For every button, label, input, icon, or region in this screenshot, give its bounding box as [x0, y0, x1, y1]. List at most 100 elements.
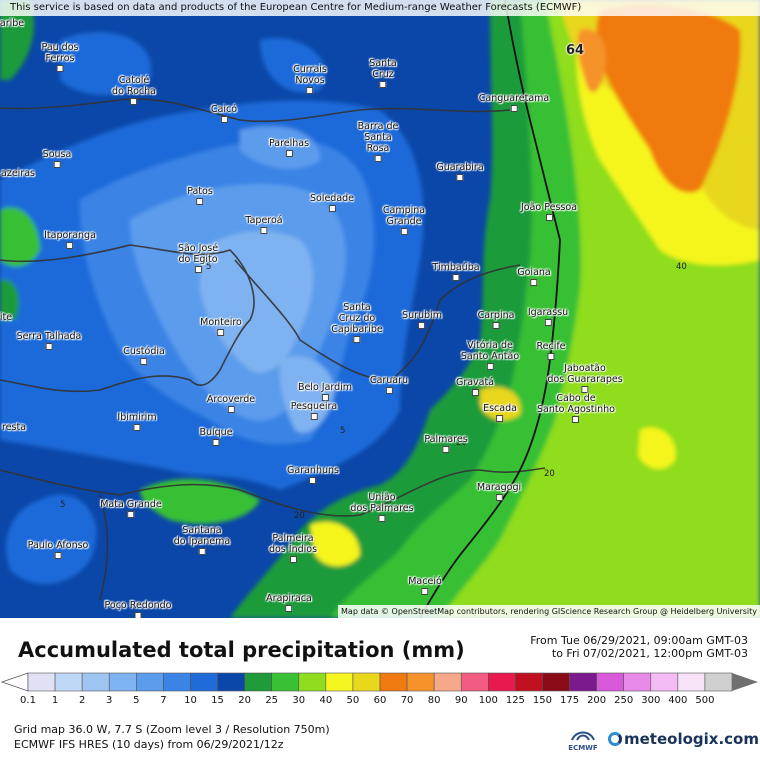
city-label: Gravatá	[456, 377, 494, 396]
city-marker	[133, 424, 141, 431]
scale-tick-label: 80	[427, 695, 441, 706]
city-label: Carpina	[477, 310, 515, 329]
city-name: Santana do Ipanema	[173, 525, 231, 547]
city-marker	[194, 266, 202, 273]
city-label: Mata Grande	[100, 499, 162, 518]
city-name: Sousa	[42, 149, 72, 160]
city-marker	[456, 174, 464, 181]
city-marker	[196, 198, 204, 205]
city-name: São José do Egito	[177, 243, 219, 265]
city-marker	[45, 343, 53, 350]
city-label: Ibimirim	[117, 412, 157, 431]
map-credit: Map data © OpenStreetMap contributors, r…	[338, 605, 760, 618]
city-name: Monteiro	[200, 317, 242, 328]
scale-swatch	[569, 672, 597, 692]
city-marker	[496, 415, 504, 422]
city-marker	[217, 329, 225, 336]
city-marker	[321, 394, 329, 401]
city-name: Garanhuns	[287, 465, 339, 476]
scale-tick-label: 40	[319, 695, 333, 706]
forecast-period: From Tue 06/29/2021, 09:00am GMT-03 to F…	[530, 634, 748, 660]
city-label: Garanhuns	[287, 465, 339, 484]
scale-tick-label: 20	[238, 695, 251, 706]
city-marker	[285, 605, 293, 612]
city-name: União dos Palmares	[350, 492, 414, 514]
city-name: Carpina	[477, 310, 515, 321]
scale-tick-label: 15	[211, 695, 224, 706]
city-name: Palmares	[424, 434, 468, 445]
city-label: Barra de Santa Rosa	[358, 121, 398, 162]
ecmwf-logo-icon	[571, 731, 595, 741]
scale-tick-label: 50	[346, 695, 360, 706]
city-label: Serra Talhada	[17, 331, 81, 350]
city-label: Paulo Afonso	[28, 540, 88, 559]
city-name: Gravatá	[455, 377, 495, 388]
precipitation-map[interactable]: This service is based on data and produc…	[0, 0, 760, 618]
scale-swatch	[704, 672, 733, 692]
city-name: Arcoverde	[206, 394, 256, 405]
city-name: Palmeira dos Índios	[268, 533, 318, 555]
legend-panel: Accumulated total precipitation (mm) Fro…	[0, 618, 760, 760]
city-name: Catolé do Rocha	[112, 75, 156, 97]
ecmwf-logo[interactable]: ECMWF	[562, 728, 604, 752]
scale-tick-label: 7	[160, 695, 167, 706]
scale-arrow-high	[732, 673, 758, 691]
city-name: Poço Redondo	[104, 600, 172, 611]
scale-tick-label: 175	[559, 695, 580, 706]
city-marker	[581, 386, 589, 393]
scale-swatch	[596, 672, 624, 692]
city-marker	[492, 322, 500, 329]
scale-swatch	[352, 672, 381, 692]
city-label: ite	[0, 312, 12, 323]
city-marker	[495, 494, 503, 501]
city-name: Mata Grande	[100, 499, 162, 510]
city-label: Palmares	[424, 434, 468, 453]
city-label: Guarabira	[436, 162, 484, 181]
city-name: Parelhas	[268, 138, 310, 149]
scale-tick-label: 150	[532, 695, 552, 706]
city-label: São José do Egito	[178, 243, 218, 273]
contour-label: 5	[206, 262, 212, 272]
city-label: Arcoverde	[207, 394, 255, 413]
city-marker	[227, 406, 235, 413]
city-name: Canguaretama	[478, 93, 550, 104]
city-label: Poço Redondo	[104, 600, 172, 618]
city-label: Jaboatão dos Guararapes	[547, 363, 623, 393]
grid-info-line: Grid map 36.0 W, 7.7 S (Zoom level 3 / R…	[14, 723, 330, 736]
city-marker	[220, 116, 228, 123]
city-marker	[421, 588, 429, 595]
contour-label: 20	[456, 438, 467, 448]
city-name: Arapiraca	[266, 593, 312, 604]
scale-tick-label: 0.1	[20, 695, 36, 706]
contour-label: 20	[544, 469, 555, 479]
city-marker	[127, 511, 135, 518]
city-label: Belo Jardim	[298, 382, 352, 401]
city-marker	[285, 150, 293, 157]
city-label: João Pessoa	[521, 202, 577, 221]
city-name: Pau dos Ferros	[41, 42, 79, 64]
city-marker	[212, 439, 220, 446]
city-label: Sousa	[42, 149, 72, 168]
city-label: Soledade	[310, 193, 354, 212]
city-label: Goiana	[517, 267, 551, 286]
meteologix-logo[interactable]: meteologix.com	[608, 730, 759, 748]
scale-tick-label: 60	[373, 695, 387, 706]
city-marker	[54, 552, 62, 559]
city-name: azeiras	[1, 168, 35, 179]
city-name: Pesqueira	[290, 401, 338, 412]
city-label: azeiras	[1, 168, 35, 179]
scale-swatch	[488, 672, 516, 692]
scale-swatch	[515, 672, 543, 692]
city-marker	[486, 363, 494, 370]
max-value-label: 64	[566, 43, 585, 58]
city-marker	[130, 98, 138, 105]
city-name: Santa Cruz	[369, 58, 397, 80]
city-label: Caicó	[211, 104, 237, 123]
city-label: Recife	[536, 341, 566, 360]
city-label: Arapiraca	[266, 593, 312, 612]
scale-swatch	[108, 672, 137, 692]
model-info-line: ECMWF IFS HRES (10 days) from 06/29/2021…	[14, 738, 284, 751]
city-name: Itaporanga	[44, 230, 96, 241]
city-marker	[328, 205, 336, 212]
city-name: Belo Jardim	[297, 382, 353, 393]
